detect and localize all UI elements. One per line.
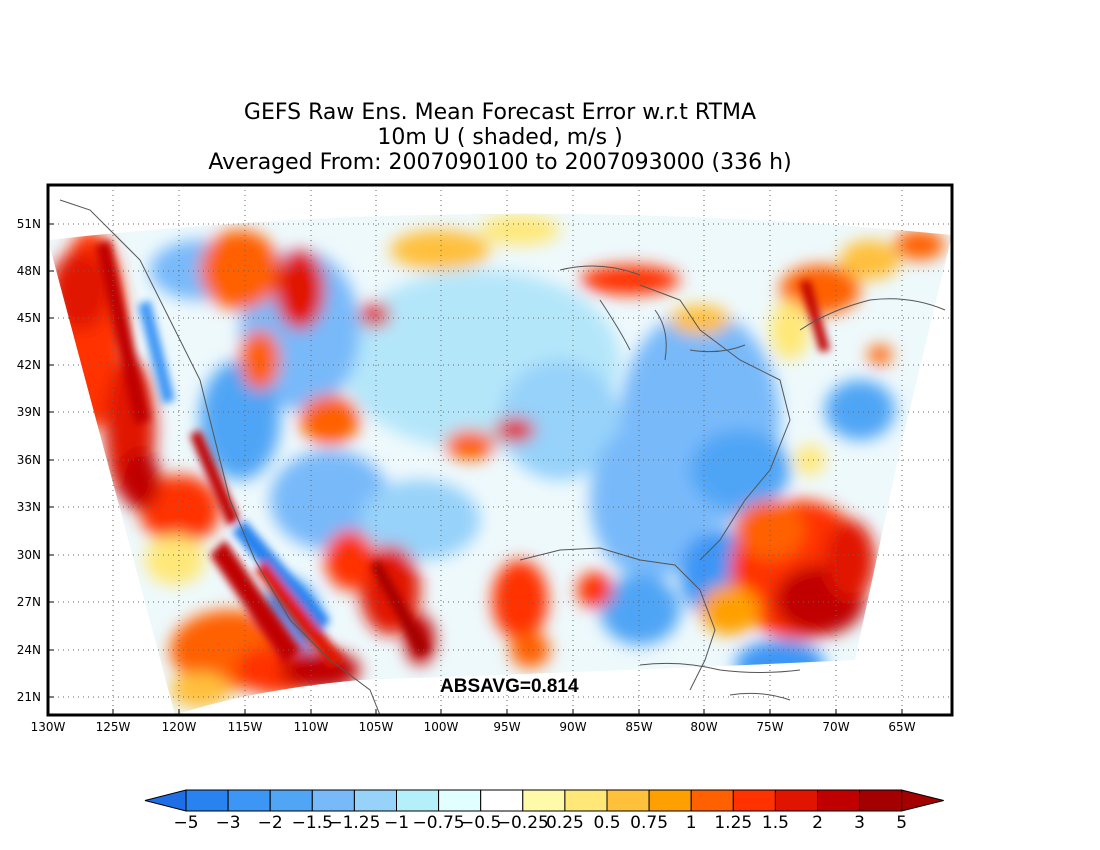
colorbar-labels: −5 −3 −2 −1.5−1.25 −1 −0.75−0.5−0.250.25 0.5 0.… <box>173 813 907 833</box>
colorbar-swatch <box>269 789 313 812</box>
chart-title-block: GEFS Raw Ens. Mean Forecast Error w.r.t … <box>0 100 1000 175</box>
lon-label: 125W <box>96 720 131 734</box>
lon-label: 115W <box>228 720 263 734</box>
colorbar-swatch <box>185 789 229 812</box>
colorbar-label: 1.5 <box>762 813 789 833</box>
colorbar-label: 0.5 <box>593 813 620 833</box>
lon-label: 100W <box>424 720 459 734</box>
colorbar-label: 0.25 <box>546 813 584 833</box>
lat-label: 30N <box>17 548 41 562</box>
colorbar-label: −5 <box>173 813 198 833</box>
lat-label: 48N <box>17 264 41 278</box>
lat-label: 51N <box>17 217 41 231</box>
lat-label: 36N <box>17 453 41 467</box>
lon-label: 120W <box>162 720 197 734</box>
colorbar-label: −2 <box>258 813 283 833</box>
longitude-labels: 130W 125W 120W 115W 110W 105W 100W 95W 9… <box>31 720 916 734</box>
colorbar-label: 0.75 <box>630 813 668 833</box>
colorbar-label: 1.25 <box>714 813 752 833</box>
lon-label: 95W <box>493 720 520 734</box>
lon-label: 90W <box>559 720 586 734</box>
lon-label: 105W <box>359 720 394 734</box>
lat-label: 39N <box>17 405 41 419</box>
lon-label: 75W <box>756 720 783 734</box>
colorbar-label: −1 <box>384 813 409 833</box>
colorbar-under-arrow <box>144 789 187 812</box>
colorbar-swatch <box>396 789 440 812</box>
colorbar-label: 3 <box>854 813 865 833</box>
lon-label: 80W <box>690 720 717 734</box>
lon-label: 70W <box>822 720 849 734</box>
colorbar-swatch <box>353 789 397 812</box>
colorbar-label: 1 <box>686 813 697 833</box>
colorbar-over-arrow <box>901 789 944 812</box>
lat-label: 24N <box>17 643 41 657</box>
title-line-1: GEFS Raw Ens. Mean Forecast Error w.r.t … <box>243 100 757 125</box>
lat-lon-grid <box>48 185 952 715</box>
colorbar-swatch <box>648 789 692 812</box>
colorbar-swatch <box>817 789 861 812</box>
colorbar-label: −1.25 <box>328 813 380 833</box>
colorbar-swatch <box>690 789 734 812</box>
lon-label: 110W <box>294 720 329 734</box>
lat-label: 45N <box>17 311 41 325</box>
lat-label: 42N <box>17 358 41 372</box>
title-line-3: Averaged From: 2007090100 to 2007093000 … <box>208 150 792 175</box>
colorbar-swatch <box>480 789 524 812</box>
colorbar-label: 5 <box>896 813 907 833</box>
forecast-error-map: 51N 48N 45N 42N 39N 36N 33N 30N 27N 24N … <box>17 183 954 734</box>
colorbar-label: −0.25 <box>497 813 549 833</box>
lat-label: 33N <box>17 500 41 514</box>
colorbar-swatches <box>144 789 944 812</box>
lon-label: 130W <box>31 720 66 734</box>
latitude-labels: 51N 48N 45N 42N 39N 36N 33N 30N 27N 24N … <box>17 217 41 704</box>
lat-label: 27N <box>17 595 41 609</box>
colorbar: −5 −3 −2 −1.5−1.25 −1 −0.75−0.5−0.250.25 0.5 0.… <box>144 789 944 833</box>
colorbar-label: −1.5 <box>292 813 333 833</box>
colorbar-swatch <box>774 789 819 812</box>
map-area <box>48 185 952 715</box>
colorbar-swatch <box>311 789 355 812</box>
title-line-2: 10m U ( shaded, m/s ) <box>377 125 623 150</box>
colorbar-swatch <box>227 789 271 812</box>
shaded-error-field <box>48 213 952 715</box>
absavg-label: ABSAVG=0.814 <box>440 676 579 697</box>
colorbar-label: −0.5 <box>460 813 501 833</box>
colorbar-swatch <box>732 789 776 812</box>
colorbar-swatch <box>564 789 608 812</box>
colorbar-swatch <box>522 789 566 812</box>
colorbar-label: −3 <box>216 813 241 833</box>
colorbar-label: −0.75 <box>413 813 465 833</box>
map-frame <box>46 183 954 717</box>
colorbar-swatch <box>606 789 650 812</box>
colorbar-label: 2 <box>812 813 823 833</box>
lon-label: 65W <box>888 720 915 734</box>
tick-marks <box>48 223 903 715</box>
lat-label: 21N <box>17 690 41 704</box>
colorbar-swatch <box>438 789 482 812</box>
colorbar-swatch <box>859 789 903 812</box>
lon-label: 85W <box>625 720 652 734</box>
